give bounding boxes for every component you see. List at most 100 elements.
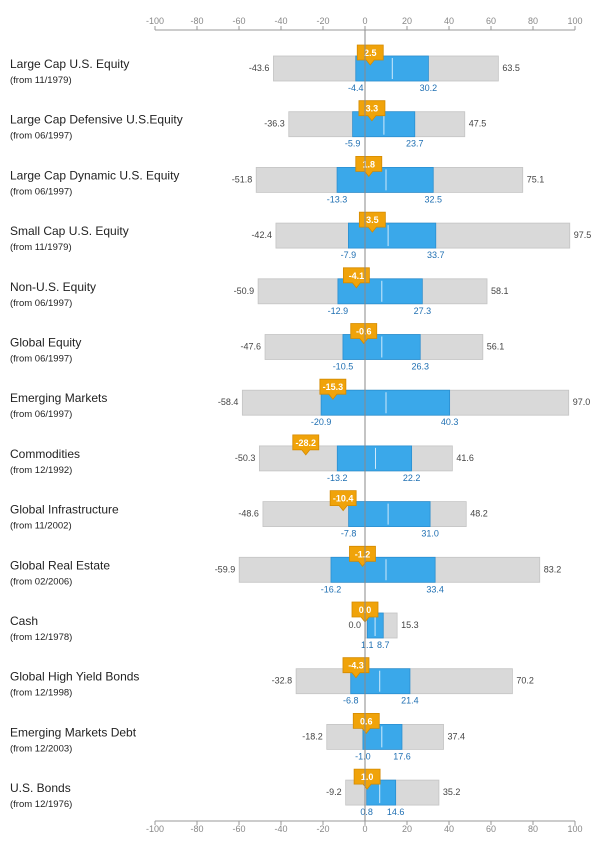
category-name: Small Cap U.S. Equity: [10, 224, 129, 238]
interquartile-bar: [330, 556, 436, 583]
q1-label: -5.9: [345, 139, 361, 149]
bottom-tick-label: 100: [567, 824, 582, 834]
q1-label: -12.9: [328, 306, 349, 316]
q1-label: -13.2: [327, 473, 348, 483]
current-label: 1.0: [361, 772, 374, 782]
min-label: -42.4: [251, 230, 272, 240]
category-row: Commodities (from 12/1992) -50.3 41.6 -13.2 2…: [10, 434, 474, 483]
q1-label: -7.9: [341, 250, 357, 260]
category-row: Global Equity (from 06/1997) -47.6 56.1 -10.…: [10, 323, 505, 372]
category-name: Large Cap Dynamic U.S. Equity: [10, 168, 179, 182]
q3-label: 30.2: [420, 83, 438, 93]
bottom-tick-label: -40: [274, 824, 287, 834]
q3-label: 33.4: [426, 584, 444, 594]
q1-label: -1.0: [355, 751, 371, 761]
max-label: 97.0: [573, 397, 591, 407]
q1-label: 1.1: [361, 640, 374, 650]
bottom-axis: -100 -80 -60 -40 -20 0 20 40 60 80 100: [146, 820, 583, 834]
category-name: Global Infrastructure: [10, 503, 119, 517]
current-label: -0.6: [356, 327, 372, 337]
current-marker: [356, 44, 384, 66]
min-label: -50.9: [234, 286, 255, 296]
max-label: 15.3: [401, 620, 419, 630]
current-marker: [349, 545, 376, 567]
category-row: Non-U.S. Equity (from 06/1997) -50.9 58.1 -1…: [10, 267, 509, 316]
q3-label: 21.4: [401, 696, 419, 706]
category-since: (from 12/1978): [10, 632, 72, 643]
bottom-tick-label: -100: [146, 824, 164, 834]
category-row: Small Cap U.S. Equity (from 11/1979) -42.4…: [10, 211, 592, 260]
current-marker: [353, 768, 381, 790]
interquartile-bar: [336, 166, 434, 193]
category-row: U.S. Bonds (from 12/1976) -9.2 35.2 0.8 14.6 1…: [10, 768, 460, 817]
q1-label: -7.8: [341, 529, 357, 539]
q3-label: 40.3: [441, 417, 459, 427]
current-label: -28.2: [296, 438, 317, 448]
min-label: -18.2: [302, 731, 323, 741]
min-label: -36.3: [264, 119, 285, 129]
current-marker: [358, 211, 386, 233]
q3-label: 31.0: [421, 529, 439, 539]
current-label: -10.4: [333, 494, 354, 504]
category-name: Large Cap U.S. Equity: [10, 57, 129, 71]
category-name: Emerging Markets Debt: [10, 725, 137, 739]
q1-label: -10.5: [333, 362, 354, 372]
category-since: (from 06/1997): [10, 354, 72, 365]
current-label: 0.6: [360, 716, 373, 726]
current-label: 3.5: [366, 215, 379, 225]
bottom-tick-label: 20: [402, 824, 412, 834]
interquartile-bar: [348, 501, 431, 528]
max-label: 58.1: [491, 286, 509, 296]
category-name: U.S. Bonds: [10, 781, 71, 795]
current-marker: [292, 434, 320, 456]
max-label: 56.1: [487, 342, 505, 352]
top-tick-label: 0: [362, 16, 367, 26]
category-since: (from 12/1998): [10, 688, 72, 699]
current-label: -1.2: [355, 549, 371, 559]
max-label: 75.1: [527, 174, 545, 184]
category-since: (from 11/1979): [10, 242, 72, 253]
min-label: -51.8: [232, 174, 253, 184]
current-marker: [352, 713, 380, 735]
q1-label: -6.8: [343, 696, 359, 706]
bottom-tick-label: -80: [190, 824, 203, 834]
category-name: Global Real Estate: [10, 558, 110, 572]
current-label: 1.8: [363, 159, 376, 169]
current-label: -4.3: [348, 661, 364, 671]
max-label: 70.2: [516, 676, 534, 686]
category-since: (from 06/1997): [10, 131, 72, 142]
category-since: (from 02/2006): [10, 576, 72, 587]
top-tick-label: -100: [146, 16, 164, 26]
category-since: (from 06/1997): [10, 298, 72, 309]
min-label: -50.3: [235, 453, 256, 463]
top-tick-label: -40: [274, 16, 287, 26]
category-row: Large Cap Defensive U.S.Equity (from 06/1…: [10, 100, 486, 149]
top-tick-label: 100: [567, 16, 582, 26]
q1-label: -20.9: [311, 417, 332, 427]
min-label: -59.9: [215, 564, 236, 574]
min-label: -43.6: [249, 63, 270, 73]
min-label: -58.4: [218, 397, 239, 407]
current-label: -15.3: [323, 382, 344, 392]
max-label: 48.2: [470, 509, 488, 519]
category-rows: Large Cap U.S. Equity (from 11/1979) -43.6…: [10, 44, 592, 817]
max-label: 97.5: [574, 230, 592, 240]
current-marker: [355, 156, 383, 178]
category-name: Cash: [10, 614, 38, 628]
current-marker: [350, 323, 378, 345]
q3-label: 33.7: [427, 250, 445, 260]
min-label: -48.6: [238, 509, 259, 519]
max-label: 37.4: [448, 731, 466, 741]
category-row: Global Real Estate (from 02/2006) -59.9 83.…: [10, 545, 561, 594]
bottom-tick-label: 60: [486, 824, 496, 834]
max-label: 63.5: [502, 63, 520, 73]
bottom-tick-label: 80: [528, 824, 538, 834]
category-row: Cash(from 12/1978)0.0 15.31.1 8.70.0: [10, 601, 419, 650]
current-label: 3.3: [366, 104, 379, 114]
current-marker: [342, 657, 370, 679]
q3-label: 23.7: [406, 139, 424, 149]
q1-label: -16.2: [321, 584, 342, 594]
top-axis: -100 -80 -60 -40 -20 0 20 40 60 80 100: [146, 16, 583, 31]
category-row: Emerging Markets (from 06/1997) -58.4 97.0 -…: [10, 378, 591, 427]
q3-label: 32.5: [424, 194, 442, 204]
